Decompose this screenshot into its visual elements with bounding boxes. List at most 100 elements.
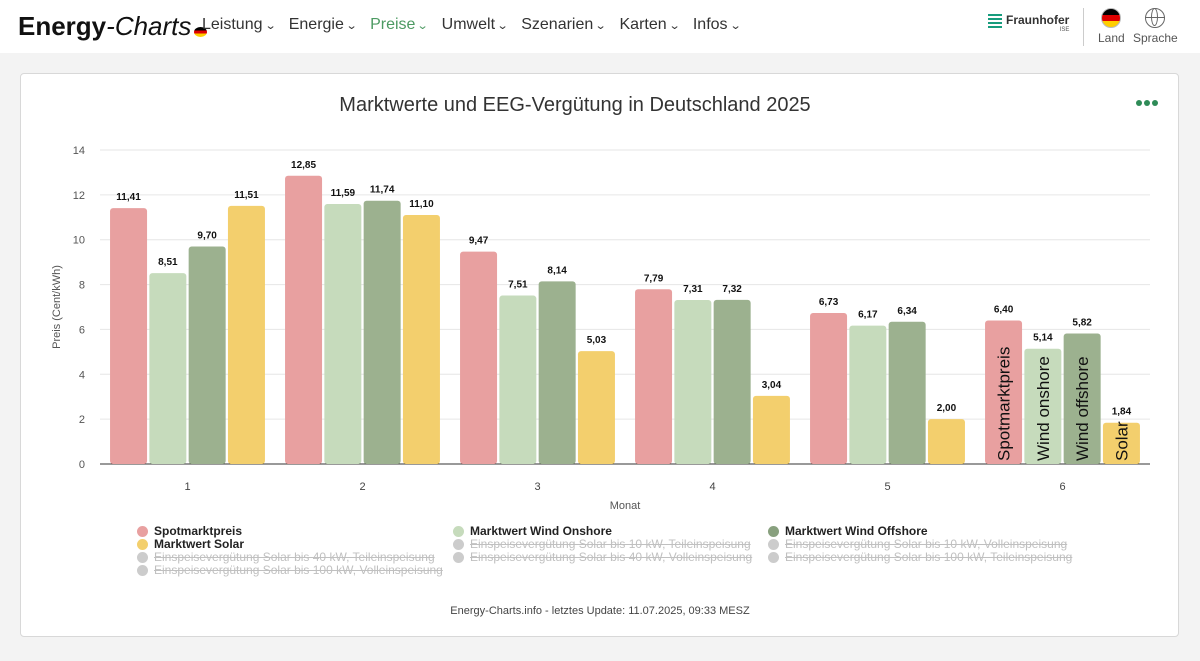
bar [1102,422,1140,464]
y-axis-title: Preis (Cent/kWh) [51,265,63,349]
chevron-down-icon: ⌄ [594,19,607,32]
fraunhofer-institute: ISE [1059,27,1070,33]
legend-item[interactable]: Einspeisevergütung Solar bis 100 kW, Tei… [768,550,1072,564]
chevron-down-icon: ⌄ [417,19,430,32]
bar [1024,348,1062,464]
language-label: Sprache [1133,31,1178,45]
bar-value-label: 5,82 [1072,317,1092,328]
menu-item-szenarien[interactable]: Szenarien ⌄ [521,16,607,34]
legend-label: Marktwert Wind Onshore [470,524,612,538]
legend-label: Einspeisevergütung Solar bis 10 kW, Teil… [470,537,751,551]
legend-swatch [137,551,148,563]
legend-item[interactable]: Einspeisevergütung Solar bis 40 kW, Voll… [453,550,752,564]
legend-item[interactable]: Einspeisevergütung Solar bis 10 kW, Voll… [768,537,1067,551]
bar [110,208,148,464]
bar-value-label: 6,40 [994,304,1014,315]
menu-item-energie[interactable]: Energie ⌄ [288,16,358,34]
bar [927,419,965,464]
header-divider [1083,8,1084,46]
bar-value-label: 7,51 [508,280,528,291]
legend-label: Marktwert Wind Offshore [785,524,928,538]
legend-item[interactable]: Marktwert Wind Onshore [453,524,612,538]
bar [674,300,712,464]
more-dots-icon[interactable] [1136,100,1158,106]
bar-value-label: 9,70 [197,230,217,241]
chart-footer: Energy-Charts.info - letztes Update: 11.… [450,605,750,617]
menu-item-label: Leistung [202,16,263,33]
legend-item[interactable]: Marktwert Wind Offshore [768,524,928,538]
bar-value-label: 7,32 [722,284,742,295]
legend-label: Spotmarktpreis [154,524,243,538]
in-bar-series-label: Solar [1112,421,1131,461]
legend-item[interactable]: Spotmarktpreis [137,524,242,538]
logo-text-italic: -Charts [106,11,192,41]
globe-icon [1145,8,1166,28]
in-bar-series-label: Spotmarktpreis [995,347,1014,461]
bar-value-label: 11,74 [370,185,395,196]
menu-item-umwelt[interactable]: Umwelt ⌄ [441,16,509,34]
bar-value-label: 6,73 [819,297,839,308]
in-bar-series-label: Wind onshore [1034,356,1053,461]
bar-value-label: 11,59 [331,188,356,199]
x-tick-label: 3 [534,481,540,493]
bar [499,295,537,464]
menu-item-label: Energie [288,16,344,33]
x-tick-label: 1 [184,481,190,493]
legend-item[interactable]: Marktwert Solar [137,537,244,551]
energy-charts-logo[interactable]: Energy-Charts [18,11,208,41]
legend-item[interactable]: Einspeisevergütung Solar bis 40 kW, Teil… [137,550,435,564]
menu-item-label: Umwelt [441,16,496,33]
chevron-down-icon: ⌄ [729,19,742,32]
chevron-down-icon: ⌄ [668,19,681,32]
legend-swatch [768,538,779,550]
bar [849,325,887,464]
fraunhofer-name: Fraunhofer [1006,13,1070,27]
y-tick-label: 4 [79,369,85,381]
bar-value-label: 7,31 [683,284,703,295]
bar-value-label: 11,41 [116,192,141,203]
country-label: Land [1098,31,1125,45]
german-flag-icon [194,27,208,37]
menu-item-infos[interactable]: Infos ⌄ [692,16,742,34]
legend-label: Einspeisevergütung Solar bis 100 kW, Tei… [785,550,1073,564]
menu-item-label: Preise [370,16,416,33]
bar [285,175,323,465]
bar-value-label: 5,14 [1033,333,1053,344]
bar-value-label: 12,85 [291,160,316,171]
bar [460,251,498,464]
bar [188,246,226,464]
main-menu: Leistung ⌄ Energie ⌄ Preise ⌄ Umwelt ⌄ Szena… [202,16,742,34]
legend-item[interactable]: Einspeisevergütung Solar bis 10 kW, Teil… [453,537,751,551]
bar-value-label: 3,04 [762,380,782,391]
fraunhofer-mark-icon [988,14,1002,28]
legend-swatch [137,525,148,537]
y-tick-label: 14 [73,145,85,157]
y-tick-label: 8 [79,280,85,292]
bar-value-label: 5,03 [587,335,607,346]
legend-swatch [453,525,464,537]
bar [538,281,576,464]
top-navigation-bar: Energy-Charts Leistung ⌄ Energie ⌄ Preise ⌄… [0,0,1200,53]
chevron-down-icon: ⌄ [496,19,509,32]
menu-item-label: Szenarien [521,16,594,33]
fraunhofer-logo[interactable]: Fraunhofer ISE [988,14,1069,34]
legend-item[interactable]: Einspeisevergütung Solar bis 100 kW, Vol… [137,563,443,577]
country-selector[interactable]: Land [1098,8,1125,45]
menu-item-preise[interactable]: Preise ⌄ [370,16,430,34]
legend-label: Einspeisevergütung Solar bis 40 kW, Teil… [154,550,435,564]
x-tick-label: 4 [709,481,715,493]
legend-swatch [768,551,779,563]
legend-label: Einspeisevergütung Solar bis 40 kW, Voll… [470,550,753,564]
chart-title: Marktwerte und EEG-Vergütung in Deutschl… [339,94,810,116]
legend-swatch [137,538,148,550]
language-selector[interactable]: Sprache [1133,8,1178,45]
menu-item-leistung[interactable]: Leistung ⌄ [202,16,276,34]
legend-swatch [137,564,148,576]
legend-label: Marktwert Solar [154,537,245,551]
chevron-down-icon: ⌄ [345,19,358,32]
bar [888,321,926,464]
menu-item-label: Infos [692,16,728,33]
bar-value-label: 2,00 [937,403,957,414]
menu-item-karten[interactable]: Karten ⌄ [620,16,681,34]
x-tick-label: 5 [884,481,890,493]
